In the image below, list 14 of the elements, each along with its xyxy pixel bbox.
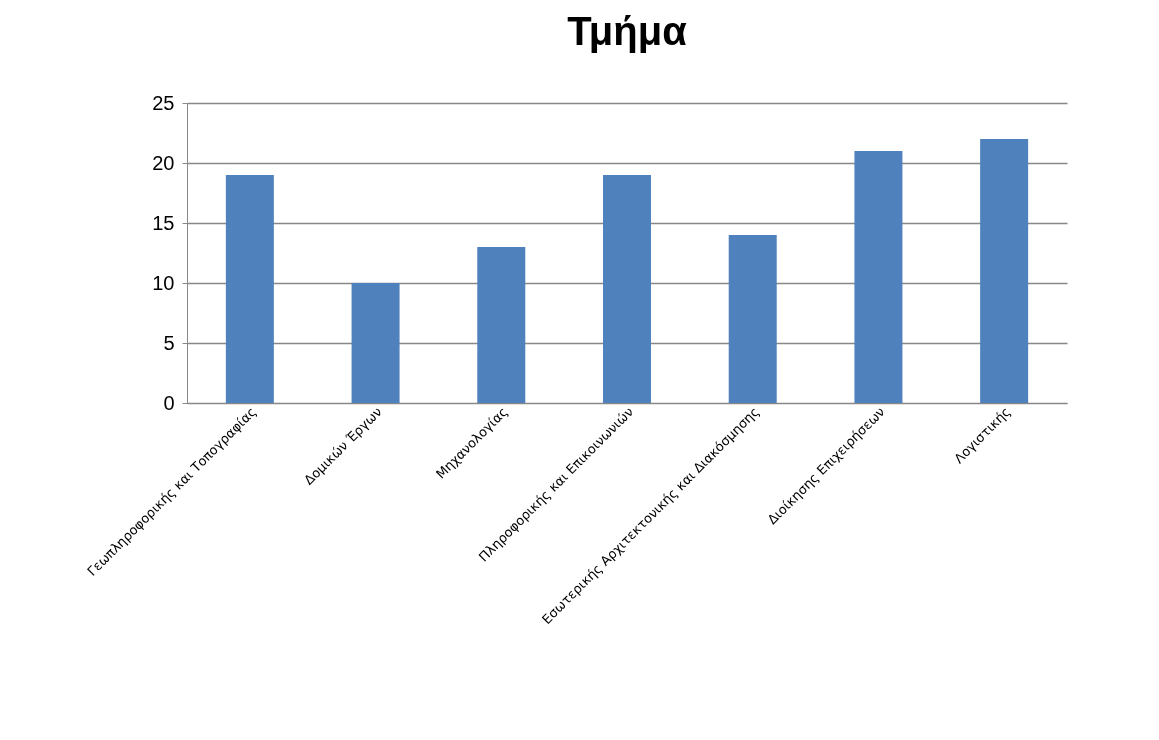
y-tick-label: 0 xyxy=(163,391,175,414)
bar xyxy=(854,151,903,403)
bar xyxy=(728,235,777,403)
y-tick-label: 10 xyxy=(152,271,175,294)
bar xyxy=(225,175,274,403)
bar xyxy=(980,139,1029,403)
bar xyxy=(603,175,651,403)
chart-title: Τμήμα xyxy=(567,9,688,53)
y-tick-label: 15 xyxy=(152,211,175,234)
bar xyxy=(351,283,400,403)
y-tick-label: 20 xyxy=(152,151,175,174)
bar xyxy=(477,247,526,403)
y-tick-label: 5 xyxy=(163,331,175,354)
y-tick-label: 25 xyxy=(152,91,175,114)
